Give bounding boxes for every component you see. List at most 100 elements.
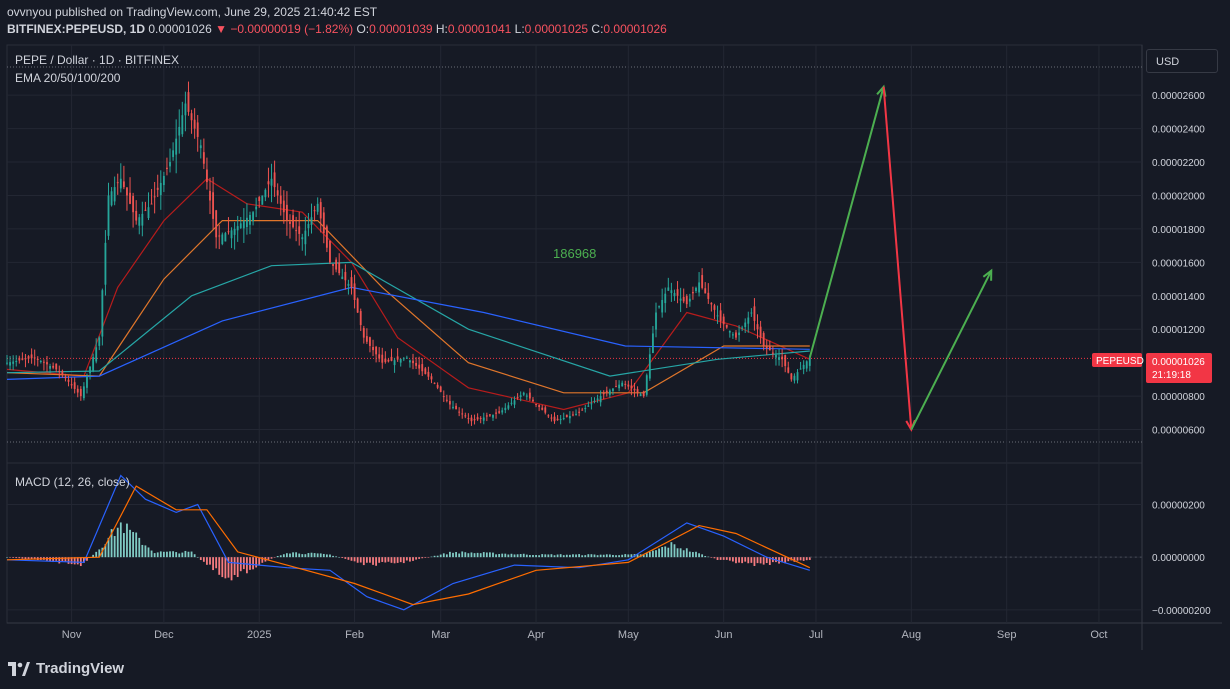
macd-histogram-bar — [695, 551, 697, 558]
macd-histogram-bar — [202, 557, 205, 562]
macd-histogram-bar — [21, 557, 24, 559]
macd-histogram-bar — [510, 553, 513, 558]
macd-pane — [6, 474, 1142, 611]
macd-histogram-bar — [332, 555, 334, 558]
macd-histogram-bar — [485, 552, 488, 558]
publisher-line: ovvnyou published on TradingView.com, Ju… — [7, 5, 378, 19]
candle-body — [190, 113, 193, 121]
macd-histogram-bar — [762, 557, 765, 565]
macd-histogram-bar — [110, 529, 113, 558]
candle-body — [209, 190, 211, 201]
x-tick-label: Apr — [527, 629, 544, 641]
tradingview-brand[interactable]: TradingView — [8, 660, 124, 677]
candle-body — [593, 400, 596, 402]
candle-body — [289, 221, 291, 224]
macd-histogram-bar — [86, 557, 88, 561]
candle-body — [233, 228, 236, 235]
macd-histogram-bar — [329, 554, 331, 558]
currency-button[interactable]: USD — [1146, 49, 1218, 73]
macd-histogram-bar — [122, 533, 125, 558]
candle-body — [661, 299, 664, 313]
macd-histogram-bar — [409, 557, 411, 562]
macd-histogram-bar — [402, 557, 405, 564]
macd-histogram-bar — [559, 554, 562, 558]
candle-body — [79, 388, 82, 397]
macd-histogram-bar — [645, 553, 648, 558]
candle-body — [92, 357, 95, 371]
candle-body — [187, 92, 190, 112]
macd-histogram-bar — [70, 557, 73, 565]
macd-histogram-bar — [73, 557, 76, 565]
macd-histogram-bar — [553, 555, 556, 558]
macd-histogram-bar — [230, 557, 233, 581]
macd-histogram-bar — [181, 552, 184, 558]
macd-histogram-bar — [725, 557, 728, 560]
candle-body — [608, 390, 611, 395]
macd-histogram-bar — [390, 557, 393, 563]
macd-histogram-bar — [239, 557, 242, 572]
symbol-name[interactable]: BITFINEX:PEPEUSD, 1D — [7, 22, 146, 36]
candle-body — [119, 178, 122, 189]
candle-body — [258, 197, 261, 202]
legend-ema: EMA 20/50/100/200 — [15, 71, 121, 85]
macd-histogram-bar — [119, 522, 122, 558]
candle-body — [212, 192, 215, 219]
macd-histogram-bar — [658, 548, 660, 558]
candle-body — [775, 354, 777, 358]
macd-histogram-bar — [246, 557, 248, 574]
macd-histogram-bar — [199, 557, 202, 561]
macd-histogram-bar — [27, 557, 30, 560]
macd-histogram-bar — [642, 554, 645, 558]
candle-body — [575, 413, 577, 415]
candle-body — [24, 358, 27, 360]
price-change: −0.00000019 (−1.82%) — [230, 22, 354, 36]
low-label: L: — [514, 22, 525, 36]
macd-histogram-bar — [58, 557, 61, 564]
x-tick-label: Oct — [1090, 629, 1107, 641]
macd-histogram-bar — [652, 550, 654, 558]
candle-body — [679, 298, 682, 301]
candle-body — [424, 368, 427, 374]
candle-body — [584, 408, 587, 410]
candle-body — [132, 196, 135, 213]
candle-body — [433, 382, 436, 384]
candle-body — [399, 358, 402, 363]
candle-body — [255, 206, 258, 210]
last-price: 0.00001026 — [148, 22, 212, 36]
macd-histogram-bar — [661, 547, 664, 558]
candle-body — [135, 210, 138, 221]
macd-histogram-bar — [455, 551, 457, 558]
macd-histogram-bar — [602, 554, 605, 558]
macd-histogram-bar — [596, 555, 599, 558]
macd-histogram-bar — [430, 556, 433, 558]
macd-histogram-bar — [335, 556, 338, 558]
price-tick-label: 0.00002600 — [1152, 91, 1205, 102]
candle-body — [89, 366, 91, 374]
macd-histogram-bar — [79, 557, 82, 567]
macd-histogram-bar — [556, 554, 559, 558]
macd-histogram-bar — [116, 527, 119, 558]
ema50-line — [6, 220, 810, 394]
candle-body — [42, 361, 45, 363]
candle-body — [215, 210, 218, 238]
macd-histogram-bar — [227, 557, 230, 578]
macd-histogram-bar — [242, 557, 245, 570]
macd-histogram-bar — [735, 557, 737, 564]
candle-body — [753, 306, 756, 321]
candle-body — [166, 167, 168, 170]
candle-body — [541, 407, 544, 410]
macd-histogram-bar — [528, 555, 531, 558]
open-value: 0.00001039 — [369, 22, 433, 36]
candle-body — [101, 290, 104, 337]
candle-body — [46, 362, 48, 365]
candle-body — [218, 235, 221, 237]
x-tick-label: Jun — [715, 629, 733, 641]
candle-body — [147, 207, 150, 218]
candle-body — [725, 324, 728, 328]
x-tick-label: Dec — [154, 629, 174, 641]
candle-body — [621, 382, 624, 387]
macd-histogram-bar — [276, 555, 279, 558]
macd-histogram-bar — [362, 557, 365, 566]
macd-histogram-bar — [396, 557, 399, 563]
